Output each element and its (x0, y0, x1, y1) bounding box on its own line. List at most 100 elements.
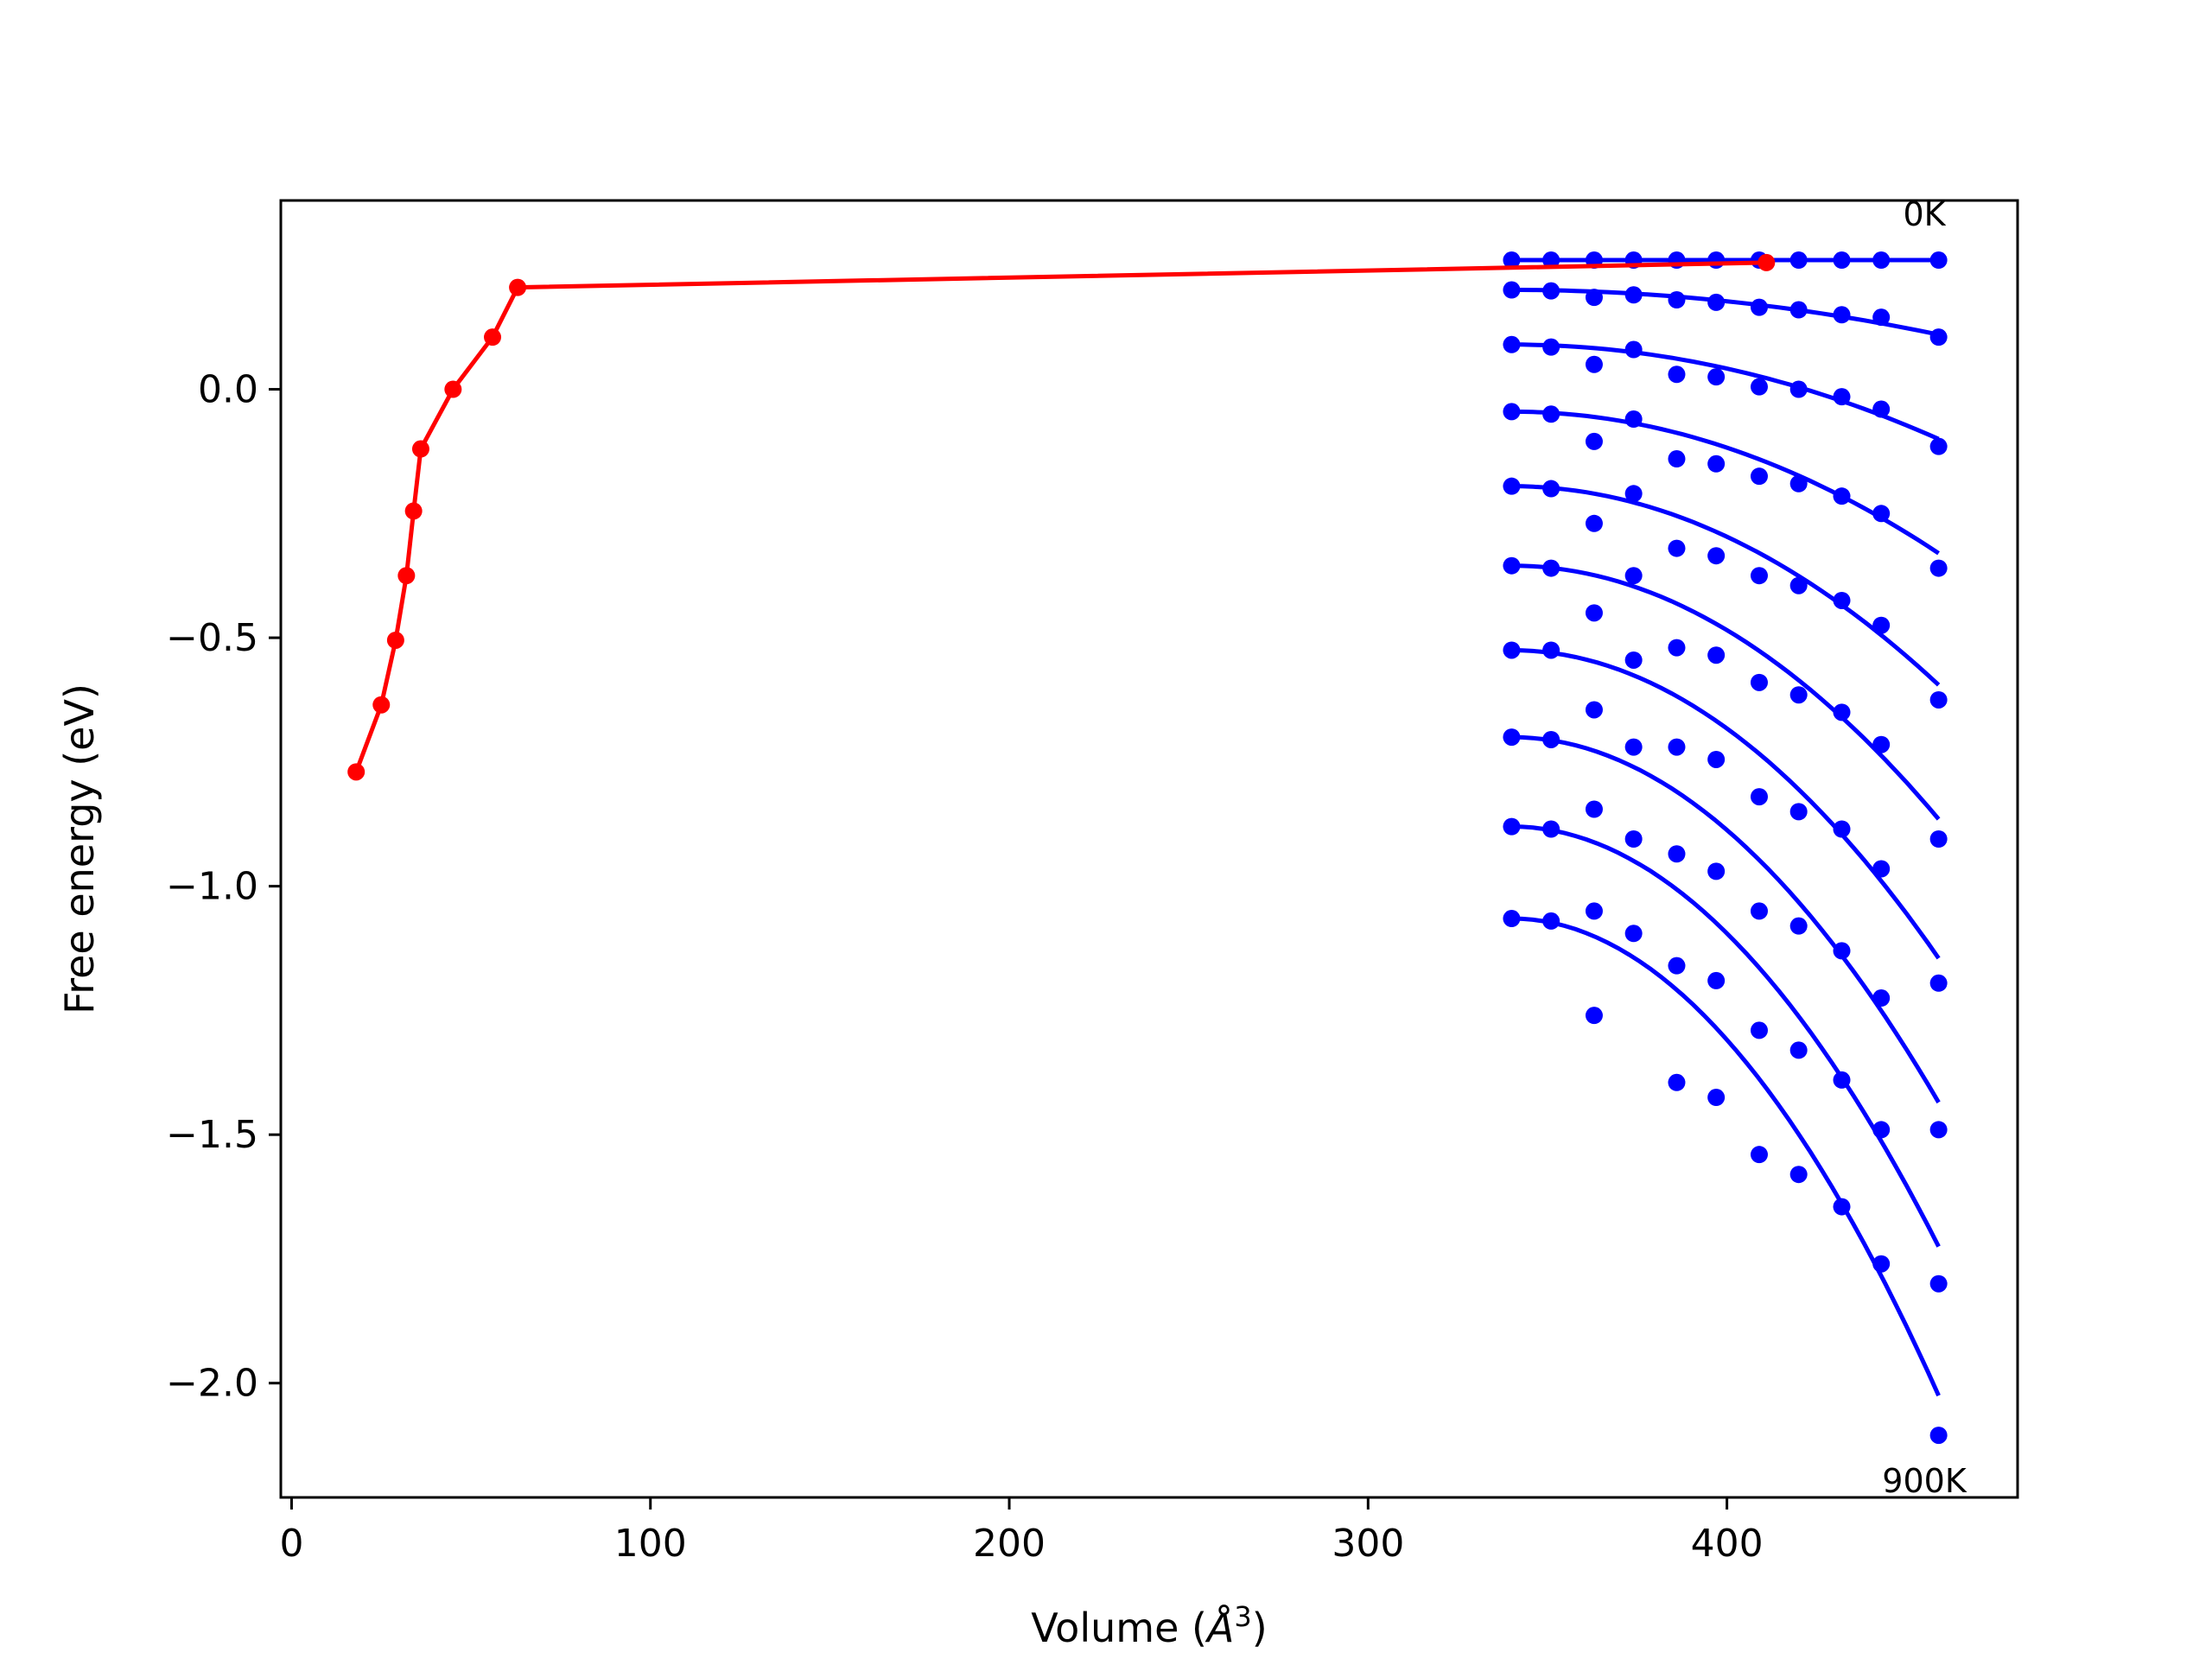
isotherm-point (1707, 646, 1726, 664)
isotherm-fit-line (1511, 409, 1940, 556)
isotherm-point (1542, 559, 1560, 577)
isotherm-point (1929, 830, 1948, 848)
isotherm-point (1503, 728, 1521, 747)
path-point (444, 380, 462, 398)
isotherm-point (1929, 559, 1948, 577)
x-tick-label: 0 (279, 1522, 303, 1566)
x-tick-label: 400 (1691, 1522, 1764, 1566)
isotherm-point (1585, 432, 1603, 450)
isotherm-point (1542, 480, 1560, 498)
path-point (411, 440, 429, 458)
isotherm-point (1585, 604, 1603, 622)
isotherm-point (1789, 380, 1808, 398)
path-point (372, 696, 391, 714)
isotherm-point (1750, 788, 1768, 806)
isotherm-fit-line (1511, 824, 1941, 1248)
isotherm-point (1750, 1021, 1768, 1039)
path-point (386, 631, 404, 649)
isotherm-point (1503, 641, 1521, 659)
isotherm-point (1707, 862, 1726, 880)
isotherm-point (1929, 437, 1948, 455)
isotherm-point (1668, 957, 1686, 975)
isotherm-point (1542, 730, 1560, 748)
isotherm-fit-line (1511, 734, 1941, 1104)
isotherm-point (1542, 820, 1560, 838)
isotherm-point (1624, 410, 1643, 429)
isotherm-point (1833, 388, 1851, 406)
isotherm-point (1707, 547, 1726, 565)
isotherm-point (1750, 467, 1768, 486)
isotherm-point (1585, 701, 1603, 719)
isotherm-point (1503, 251, 1521, 270)
isotherm-point (1624, 925, 1643, 943)
y-tick-label: −2.0 (166, 1362, 258, 1406)
x-tick-label: 300 (1332, 1522, 1404, 1566)
isotherm-point (1833, 1071, 1851, 1089)
isotherm-point (1789, 474, 1808, 493)
isotherm-point (1503, 335, 1521, 353)
path-point (397, 567, 416, 585)
isotherm-point (1929, 690, 1948, 709)
isotherm-point (1872, 989, 1891, 1007)
isotherm-point (1542, 251, 1560, 270)
isotherm-point (1872, 1255, 1891, 1273)
y-axis-label: Free energy (eV) (56, 683, 103, 1014)
x-axis-label-exponent: 3 (1234, 1600, 1251, 1633)
y-tick-label: 0.0 (198, 368, 258, 412)
isotherm-point (1668, 639, 1686, 657)
isotherm-point (1872, 308, 1891, 327)
isotherm-point (1872, 735, 1891, 753)
isotherm-point (1929, 251, 1948, 270)
plot-area (279, 199, 2019, 1499)
isotherm-point (1624, 738, 1643, 756)
temperature-annotation: 0K (1903, 195, 1946, 233)
isotherm-point (1789, 301, 1808, 319)
isotherm-point (1624, 485, 1643, 503)
x-axis-label-close: ) (1252, 1605, 1268, 1651)
isotherm-point (1503, 281, 1521, 299)
isotherm-point (1503, 477, 1521, 495)
isotherm-fit-line (1511, 916, 1941, 1397)
isotherm-point (1542, 282, 1560, 300)
isotherm-point (1624, 340, 1643, 359)
isotherm-point (1542, 405, 1560, 423)
path-point (484, 328, 502, 346)
isotherm-fit-line (1511, 563, 1941, 821)
isotherm-point (1929, 1274, 1948, 1293)
isotherm-point (1929, 974, 1948, 992)
isotherm-point (1789, 1166, 1808, 1184)
isotherm-point (1707, 251, 1726, 270)
isotherm-point (1503, 556, 1521, 575)
isotherm-point (1872, 251, 1891, 270)
path-point (347, 763, 365, 781)
x-axis-label-unit: Å (1205, 1605, 1234, 1651)
isotherm-point (1750, 902, 1768, 920)
isotherm-point (1542, 338, 1560, 356)
x-axis-label: Volume (Å3) (1031, 1600, 1267, 1651)
isotherm-point (1750, 673, 1768, 691)
x-axis-label-text: Volume ( (1031, 1605, 1207, 1651)
isotherm-point (1789, 917, 1808, 935)
isotherm-point (1833, 820, 1851, 838)
isotherm-point (1585, 800, 1603, 818)
isotherm-point (1624, 567, 1643, 585)
isotherm-point (1833, 487, 1851, 505)
isotherm-point (1833, 251, 1851, 270)
x-axis: 0 100 200 300 400 (279, 1497, 1764, 1566)
isotherm-point (1503, 403, 1521, 421)
isotherm-point (1789, 1041, 1808, 1059)
isotherm-point (1750, 378, 1768, 396)
isotherm-point (1750, 298, 1768, 316)
temperature-annotation: 900K (1882, 1462, 1967, 1500)
x-tick-label: 100 (614, 1522, 687, 1566)
axes-frame (279, 199, 2019, 1499)
isotherm-point (1668, 1073, 1686, 1091)
isotherm-point (1624, 651, 1643, 669)
isotherm-point (1585, 355, 1603, 373)
isotherm-point (1929, 1121, 1948, 1139)
isotherm-point (1833, 306, 1851, 324)
isotherm-point (1585, 514, 1603, 532)
isotherm-point (1624, 286, 1643, 304)
isotherm-point (1624, 830, 1643, 848)
